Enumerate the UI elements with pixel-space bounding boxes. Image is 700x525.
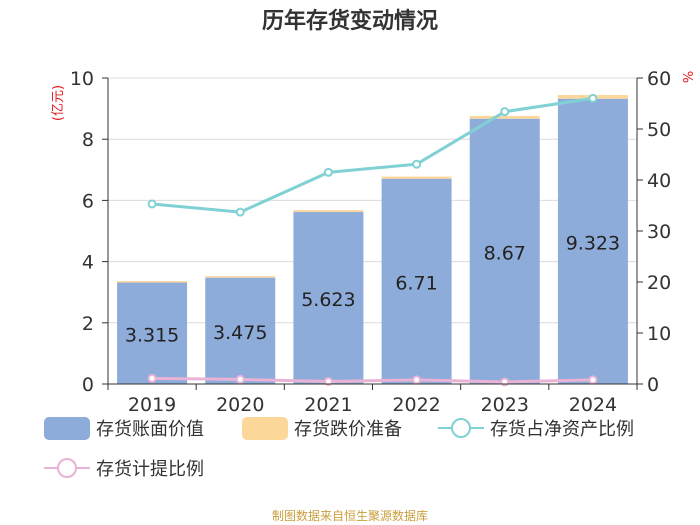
line-net-asset-ratio-point: [235, 207, 245, 217]
line-net-asset-ratio-point: [588, 93, 598, 103]
bar-book-value: [469, 118, 540, 384]
bar-book-value: [205, 277, 276, 384]
x-tick-label: 2023: [481, 394, 529, 416]
bar-data-label: 6.71: [395, 272, 437, 294]
y-left-tick-label: 10: [70, 68, 94, 90]
bar-data-label: 5.623: [301, 289, 355, 311]
y-left-tick-label: 8: [82, 129, 94, 151]
y-right-tick-label: 40: [647, 170, 671, 192]
line-net-asset-ratio-point: [147, 199, 157, 209]
y-right-tick-label: 30: [647, 221, 671, 243]
right-axis-unit: %: [682, 71, 697, 83]
y-right-tick-label: 20: [647, 272, 671, 294]
legend-label: 存货跌价准备: [294, 419, 402, 440]
line-net-asset-ratio-point: [500, 107, 510, 117]
x-tick-label: 2019: [128, 394, 176, 416]
y-left-tick-label: 2: [82, 313, 94, 335]
x-tick-label: 2024: [569, 394, 617, 416]
y-left-tick-label: 0: [82, 374, 94, 396]
y-right-tick-label: 60: [647, 68, 671, 90]
bar-data-label: 3.315: [125, 324, 179, 346]
legend-swatch: [44, 417, 90, 440]
bar-data-label: 3.475: [213, 322, 267, 344]
y-right-tick-label: 0: [647, 374, 659, 396]
legend-label: 存货计提比例: [96, 459, 204, 480]
bars: 3.315 3.475 5.623 6.71 8.67 9.323: [117, 95, 628, 385]
bar-book-value: [557, 98, 628, 385]
bar-book-value: [293, 211, 364, 384]
line-net-asset-ratio: [151, 96, 594, 214]
legend-marker: [57, 458, 77, 478]
legend-label: 存货占净资产比例: [490, 419, 634, 440]
line-provision-ratio-point: [235, 374, 245, 384]
chart-title: 历年存货变动情况: [262, 8, 438, 34]
line-provision-ratio-point: [588, 375, 598, 385]
y-left-tick-label: 4: [82, 252, 94, 274]
bar-data-label: 9.323: [566, 232, 620, 254]
source-note: 制图数据来自恒生聚源数据库: [272, 508, 428, 523]
bar-impairment: [381, 176, 452, 179]
bar-impairment: [293, 210, 364, 212]
bar-impairment: [117, 281, 188, 283]
legend-marker: [451, 418, 471, 438]
legend-swatch: [242, 417, 288, 440]
y-right-tick-label: 50: [647, 119, 671, 141]
y-right-tick-label: 10: [647, 323, 671, 345]
x-tick-label: 2022: [392, 394, 440, 416]
line-provision-ratio-point: [323, 376, 333, 386]
left-axis-unit: (亿元): [51, 85, 66, 121]
line-net-asset-ratio-point: [412, 159, 422, 169]
line-provision-ratio: [152, 376, 593, 384]
line-provision-ratio-point: [147, 373, 157, 383]
line-net-asset-ratio-point: [323, 167, 333, 177]
bar-impairment: [205, 276, 276, 278]
x-tick-label: 2021: [304, 394, 352, 416]
axes: 0 2 4 6 8 10 0 10 20 30 40 50 60 2019 2020 2021 2022 2023…: [70, 68, 671, 416]
grid: [108, 77, 637, 324]
lines: [147, 93, 598, 387]
bar-book-value: [381, 178, 452, 384]
bar-book-value: [117, 282, 188, 384]
legend-label: 存货账面价值: [96, 419, 204, 440]
line-provision-ratio-point: [412, 375, 422, 385]
y-left-tick-label: 6: [82, 190, 94, 212]
bar-data-label: 8.67: [484, 242, 526, 264]
bar-impairment: [469, 115, 540, 119]
x-tick-label: 2020: [216, 394, 264, 416]
